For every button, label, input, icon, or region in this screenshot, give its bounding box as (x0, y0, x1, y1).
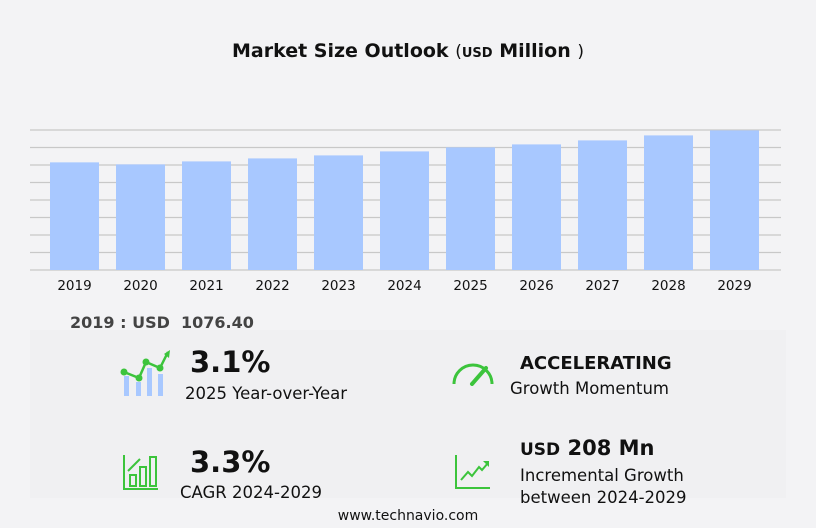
title-unit: Million (499, 40, 571, 62)
x-tick-label: 2021 (189, 278, 223, 294)
growth-chart-icon (120, 350, 170, 396)
bar-2029 (710, 130, 759, 270)
bar-2020 (116, 164, 165, 270)
title-main: Market Size Outlook (231, 40, 449, 62)
incremental-prefix: USD (520, 440, 561, 460)
x-tick-label: 2020 (123, 278, 157, 294)
bar-2026 (512, 144, 561, 270)
bar-2023 (314, 155, 363, 270)
bar-2019 (50, 162, 99, 270)
speedometer-icon (452, 363, 494, 386)
yoy-label: 2025 Year-over-Year (185, 384, 348, 403)
title-paren-open: ( (455, 42, 462, 62)
bar-growth-icon (123, 455, 158, 490)
x-tick-label: 2025 (453, 278, 487, 294)
bar-2027 (578, 140, 627, 270)
footer-url: www.technavio.com (337, 508, 479, 524)
title-paren-close: ) (577, 42, 584, 62)
x-tick-label: 2026 (519, 278, 553, 294)
yoy-value: 3.1% (190, 345, 271, 379)
bar-2022 (248, 158, 297, 270)
x-tick-label: 2027 (585, 278, 619, 294)
momentum-value: ACCELERATING (520, 353, 672, 374)
incremental-period: between 2024-2029 (520, 488, 687, 507)
x-tick-label: 2029 (717, 278, 751, 294)
cagr-label: CAGR 2024-2029 (180, 483, 322, 502)
title-unit-small: USD (461, 46, 493, 61)
baseline-number: 1076.40 (181, 313, 254, 332)
bar-2021 (182, 161, 231, 270)
bar-2024 (380, 151, 429, 270)
x-tick-label: 2022 (255, 278, 289, 294)
baseline-value: 2019 : USD 1076.40 (70, 313, 254, 332)
incremental-label: Incremental Growth (520, 466, 684, 485)
incremental-value: USD 208 Mn (520, 436, 654, 460)
x-tick-label: 2019 (57, 278, 91, 294)
bar-2028 (644, 135, 693, 270)
x-tick-label: 2024 (387, 278, 421, 294)
x-tick-label: 2023 (321, 278, 355, 294)
bar-chart: 2019 2020 2021 2022 2023 2024 2025 2026 2027 2028… (30, 129, 781, 294)
x-tick-label: 2028 (651, 278, 685, 294)
cagr-value: 3.3% (190, 445, 271, 479)
bar-2025 (446, 147, 495, 270)
chart-title: Market Size Outlook (USD Million ) (0, 40, 816, 62)
momentum-label: Growth Momentum (510, 379, 669, 398)
trend-up-icon (455, 455, 490, 489)
baseline-label: 2019 : USD (70, 313, 170, 332)
incremental-number: 208 Mn (567, 436, 655, 460)
